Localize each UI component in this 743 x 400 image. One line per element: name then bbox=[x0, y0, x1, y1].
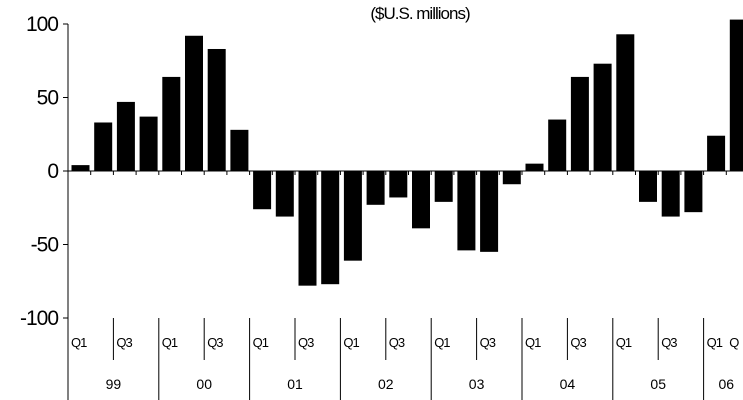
bar bbox=[389, 171, 408, 198]
y-tick-label: 50 bbox=[37, 87, 59, 110]
y-tick-label: -50 bbox=[31, 234, 59, 257]
bar bbox=[162, 76, 181, 171]
bar bbox=[275, 171, 294, 217]
quarter-label: Q3 bbox=[661, 335, 677, 350]
bar-series bbox=[71, 19, 743, 286]
bar bbox=[230, 129, 249, 171]
bar bbox=[480, 171, 499, 252]
quarter-label: Q3 bbox=[298, 335, 314, 350]
bar bbox=[661, 171, 680, 217]
bar bbox=[525, 163, 544, 171]
quarter-label: Q1 bbox=[707, 335, 723, 350]
bar bbox=[412, 171, 430, 229]
bar bbox=[434, 171, 453, 202]
year-label: 00 bbox=[196, 376, 212, 392]
bar bbox=[707, 135, 726, 171]
bar bbox=[321, 171, 340, 285]
quarter-label: Q3 bbox=[116, 335, 132, 350]
bar bbox=[207, 48, 226, 171]
bar bbox=[139, 116, 158, 171]
bar bbox=[457, 171, 476, 251]
year-label: 02 bbox=[378, 376, 394, 392]
y-tick-label: 100 bbox=[26, 13, 58, 36]
quarter-label: Q1 bbox=[71, 335, 87, 350]
bar bbox=[94, 122, 113, 171]
year-label: 05 bbox=[650, 376, 666, 392]
bar bbox=[684, 171, 703, 213]
y-tick-label: -100 bbox=[20, 307, 58, 330]
bar bbox=[253, 171, 272, 210]
bar bbox=[343, 171, 362, 261]
y-axis: 100 50 0 -50 -100 bbox=[20, 13, 69, 330]
bar bbox=[616, 34, 635, 171]
quarter-label: Q1 bbox=[616, 335, 632, 350]
year-label: 04 bbox=[560, 376, 576, 392]
bar bbox=[502, 171, 521, 185]
bar bbox=[570, 76, 589, 171]
year-label: 03 bbox=[469, 376, 485, 392]
bar bbox=[639, 171, 657, 202]
quarter-label: Q3 bbox=[389, 335, 405, 350]
chart-subtitle: ($U.S. millions) bbox=[370, 4, 470, 23]
quarter-label: Q1 bbox=[162, 335, 178, 350]
year-label: 06 bbox=[719, 376, 735, 392]
bar bbox=[593, 63, 612, 171]
quarter-label: Q3 bbox=[207, 335, 223, 350]
quarter-label: Q1 bbox=[253, 335, 269, 350]
year-label: 01 bbox=[287, 376, 303, 392]
year-label: 99 bbox=[106, 376, 122, 392]
quarter-label: Q1 bbox=[343, 335, 359, 350]
quarter-label: Q3 bbox=[480, 335, 496, 350]
quarter-label: Q bbox=[729, 335, 739, 350]
x-axis: Q1 Q3 Q1 Q3 Q1 Q3 Q1 Q3 Q1 Q3 Q1 Q3 Q1 Q3 Q1 Q 99 00 01 02 0… bbox=[67, 170, 743, 400]
bar bbox=[366, 171, 385, 205]
quarter-label: Q1 bbox=[525, 335, 541, 350]
quarter-label: Q1 bbox=[434, 335, 450, 350]
bar bbox=[548, 119, 567, 171]
bar bbox=[298, 171, 317, 286]
bar bbox=[71, 165, 90, 171]
quarter-label: Q3 bbox=[570, 335, 586, 350]
bar bbox=[185, 35, 203, 172]
bar bbox=[729, 19, 743, 172]
bar bbox=[116, 101, 135, 171]
y-tick-label: 0 bbox=[47, 160, 58, 183]
